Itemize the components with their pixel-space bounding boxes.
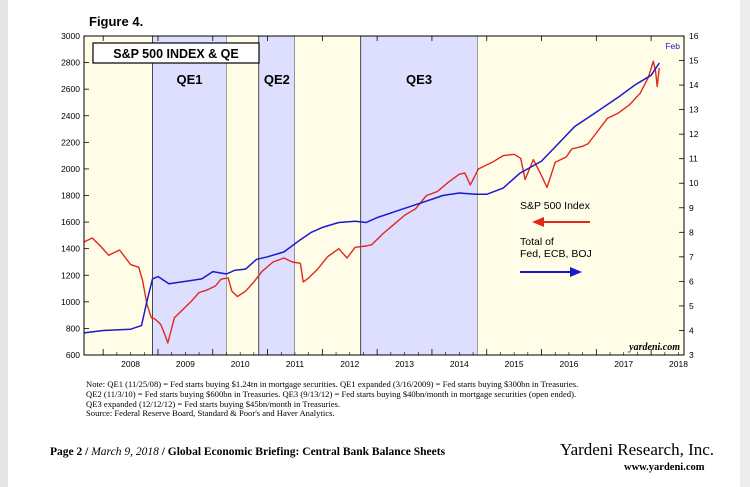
y-right-tick-label: 7 bbox=[689, 252, 694, 262]
note-line: QE3 expanded (12/12/12) = Fed starts buy… bbox=[86, 398, 341, 409]
note-line: Note: QE1 (11/25/08) = Fed starts buying… bbox=[86, 379, 579, 389]
y-left-tick-label: 2600 bbox=[61, 84, 80, 94]
qe-label: QE3 bbox=[406, 72, 432, 87]
figure-label: Figure 4. bbox=[89, 14, 144, 29]
y-right-tick-label: 5 bbox=[689, 301, 694, 311]
y-right-tick-label: 8 bbox=[689, 227, 694, 237]
page-footer: Page 2 / March 9, 2018 / Global Economic… bbox=[50, 446, 445, 458]
qe-band bbox=[152, 36, 227, 355]
qe-band bbox=[258, 36, 295, 355]
x-tick-label: 2010 bbox=[231, 359, 250, 369]
y-right-tick-label: 3 bbox=[689, 350, 694, 360]
x-tick-label: 2015 bbox=[505, 359, 524, 369]
x-tick-label: 2012 bbox=[340, 359, 359, 369]
y-left-tick-label: 2400 bbox=[61, 111, 80, 121]
legend-balance-arrowhead bbox=[570, 267, 582, 277]
watermark: yardeni.com bbox=[628, 342, 680, 353]
legend-balance-label: Total of bbox=[520, 236, 554, 248]
y-right-tick-label: 9 bbox=[689, 203, 694, 213]
y-left-tick-label: 1400 bbox=[61, 244, 80, 254]
y-right-tick-label: 12 bbox=[689, 129, 699, 139]
y-right-tick-label: 4 bbox=[689, 325, 694, 335]
brand-name: Yardeni Research, Inc. bbox=[560, 440, 715, 459]
legend-sp500-label: S&P 500 Index bbox=[520, 200, 591, 212]
y-left-tick-label: 1600 bbox=[61, 217, 80, 227]
y-right-tick-label: 14 bbox=[689, 80, 699, 90]
qe-label: QE2 bbox=[264, 72, 290, 87]
source-line: Source: Federal Reserve Board, Standard … bbox=[86, 408, 335, 419]
note-line: QE2 (11/3/10) = Fed starts buying $600bn… bbox=[86, 388, 577, 399]
sp500-line bbox=[83, 60, 660, 344]
x-tick-label: 2018 bbox=[669, 359, 688, 369]
footer-separator: / bbox=[85, 446, 89, 458]
brand-url: www.yardeni.com bbox=[624, 462, 705, 473]
y-left-tick-label: 2200 bbox=[61, 137, 80, 147]
qe-label: QE1 bbox=[176, 72, 202, 87]
non-qe-band bbox=[477, 36, 684, 355]
chart-title-box bbox=[92, 42, 260, 64]
non-qe-band bbox=[84, 36, 153, 355]
y-left-tick-label: 1200 bbox=[61, 270, 80, 280]
x-tick-label: 2016 bbox=[559, 359, 578, 369]
x-tick-label: 2017 bbox=[614, 359, 633, 369]
y-left-tick-label: 1000 bbox=[61, 297, 80, 307]
balance-sheet-line bbox=[83, 62, 660, 334]
y-left-tick-label: 2800 bbox=[61, 58, 80, 68]
x-tick-label: 2013 bbox=[395, 359, 414, 369]
x-tick-label: 2008 bbox=[121, 359, 140, 369]
chart-notes: Note: QE1 (11/25/08) = Fed starts buying… bbox=[86, 379, 686, 419]
y-right-tick-label: 10 bbox=[689, 178, 699, 188]
report-date: March 9, 2018 bbox=[91, 446, 159, 458]
y-left-tick-label: 3000 bbox=[61, 31, 80, 41]
y-right-tick-label: 6 bbox=[689, 276, 694, 286]
report-title: Global Economic Briefing: Central Bank B… bbox=[167, 446, 446, 458]
legend-sp500-arrowhead bbox=[532, 217, 544, 227]
left-page-edge bbox=[0, 0, 8, 487]
y-right-tick-label: 13 bbox=[689, 105, 699, 115]
x-tick-label: 2011 bbox=[286, 359, 305, 369]
y-right-tick-label: 15 bbox=[689, 56, 699, 66]
series-end-label: Feb bbox=[665, 41, 680, 51]
y-left-tick-label: 1800 bbox=[61, 191, 80, 201]
x-tick-label: 2009 bbox=[176, 359, 195, 369]
y-left-tick-label: 2000 bbox=[61, 164, 80, 174]
y-left-tick-label: 600 bbox=[66, 350, 80, 360]
y-left-tick-label: 800 bbox=[66, 323, 80, 333]
footer-separator: / bbox=[161, 446, 165, 458]
x-tick-label: 2014 bbox=[450, 359, 469, 369]
non-qe-band bbox=[226, 36, 259, 355]
y-right-tick-label: 16 bbox=[689, 31, 699, 41]
chart-title: S&P 500 INDEX & QE bbox=[113, 47, 239, 61]
qe-band bbox=[360, 36, 478, 355]
non-qe-band bbox=[294, 36, 361, 355]
legend-balance-label: Fed, ECB, BOJ bbox=[520, 248, 592, 260]
page-number: Page 2 bbox=[50, 446, 83, 458]
y-right-tick-label: 11 bbox=[689, 154, 698, 164]
right-page-edge bbox=[740, 0, 750, 487]
